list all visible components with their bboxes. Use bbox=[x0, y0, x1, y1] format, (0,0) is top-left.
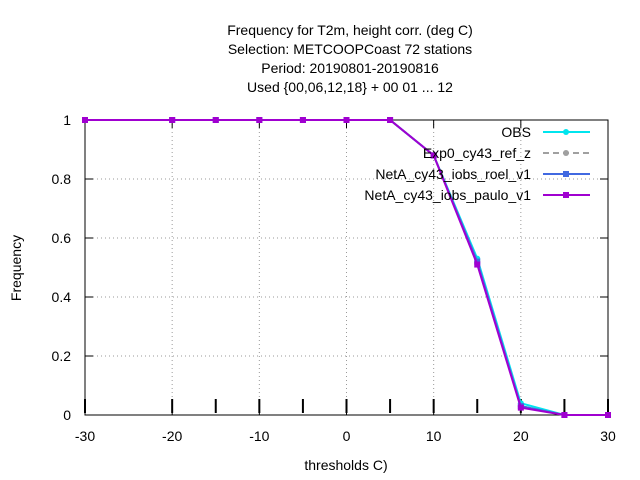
x-tick-label: -20 bbox=[162, 428, 182, 444]
data-point bbox=[169, 117, 176, 123]
y-tick-label: 0.8 bbox=[52, 171, 72, 187]
data-point bbox=[212, 117, 219, 123]
data-point bbox=[517, 404, 524, 411]
y-tick-label: 0.4 bbox=[52, 289, 72, 305]
data-point bbox=[256, 117, 263, 123]
x-tick-label: 30 bbox=[600, 428, 616, 444]
data-point bbox=[563, 150, 569, 156]
data-point bbox=[561, 412, 568, 418]
data-point bbox=[474, 261, 481, 268]
chart-title: Frequency for T2m, height corr. (deg C) S… bbox=[227, 22, 473, 95]
x-tick-label: -30 bbox=[75, 428, 95, 444]
data-point bbox=[563, 171, 569, 177]
legend-label: NetA_cy43_iobs_roel_v1 bbox=[375, 166, 531, 182]
x-tick-label: -10 bbox=[249, 428, 269, 444]
data-point bbox=[343, 117, 350, 123]
y-tick-label: 1 bbox=[63, 112, 71, 128]
legend-label: NetA_cy43_iobs_paulo_v1 bbox=[364, 187, 531, 203]
x-tick-label: 0 bbox=[343, 428, 351, 444]
series bbox=[82, 117, 611, 418]
data-point bbox=[82, 117, 88, 123]
title-line-4: Used {00,06,12,18} + 00 01 ... 12 bbox=[247, 79, 453, 95]
title-line-1: Frequency for T2m, height corr. (deg C) bbox=[227, 22, 473, 38]
data-point bbox=[563, 129, 569, 135]
data-point bbox=[605, 412, 611, 418]
y-tick-label: 0 bbox=[63, 407, 71, 423]
x-tick-label: 20 bbox=[513, 428, 529, 444]
x-tick-label: 10 bbox=[426, 428, 442, 444]
data-point bbox=[387, 117, 394, 123]
title-line-2: Selection: METCOOPCoast 72 stations bbox=[228, 41, 472, 57]
data-point bbox=[563, 192, 569, 198]
series-line bbox=[85, 119, 608, 416]
y-tick-label: 0.2 bbox=[52, 348, 72, 364]
series-NetA_cy43_iobs_paulo_v1 bbox=[82, 117, 611, 418]
y-axis-label: Frequency bbox=[8, 235, 24, 301]
legend-label: Exp0_cy43_ref_z bbox=[423, 145, 531, 161]
legend-label: OBS bbox=[501, 124, 531, 140]
y-tick-label: 0.6 bbox=[52, 230, 72, 246]
data-point bbox=[299, 117, 306, 123]
tick-labels: -30 -20 -10 0 10 20 30 0 0.2 0.4 0.6 0.8 1 bbox=[52, 112, 616, 444]
legend: OBS Exp0_cy43_ref_z NetA_cy43_iobs_roel_v1… bbox=[364, 124, 590, 203]
x-axis-label: thresholds C) bbox=[304, 457, 387, 473]
data-point bbox=[430, 152, 437, 159]
grid bbox=[85, 120, 608, 415]
title-line-3: Period: 20190801-20190816 bbox=[261, 60, 439, 76]
